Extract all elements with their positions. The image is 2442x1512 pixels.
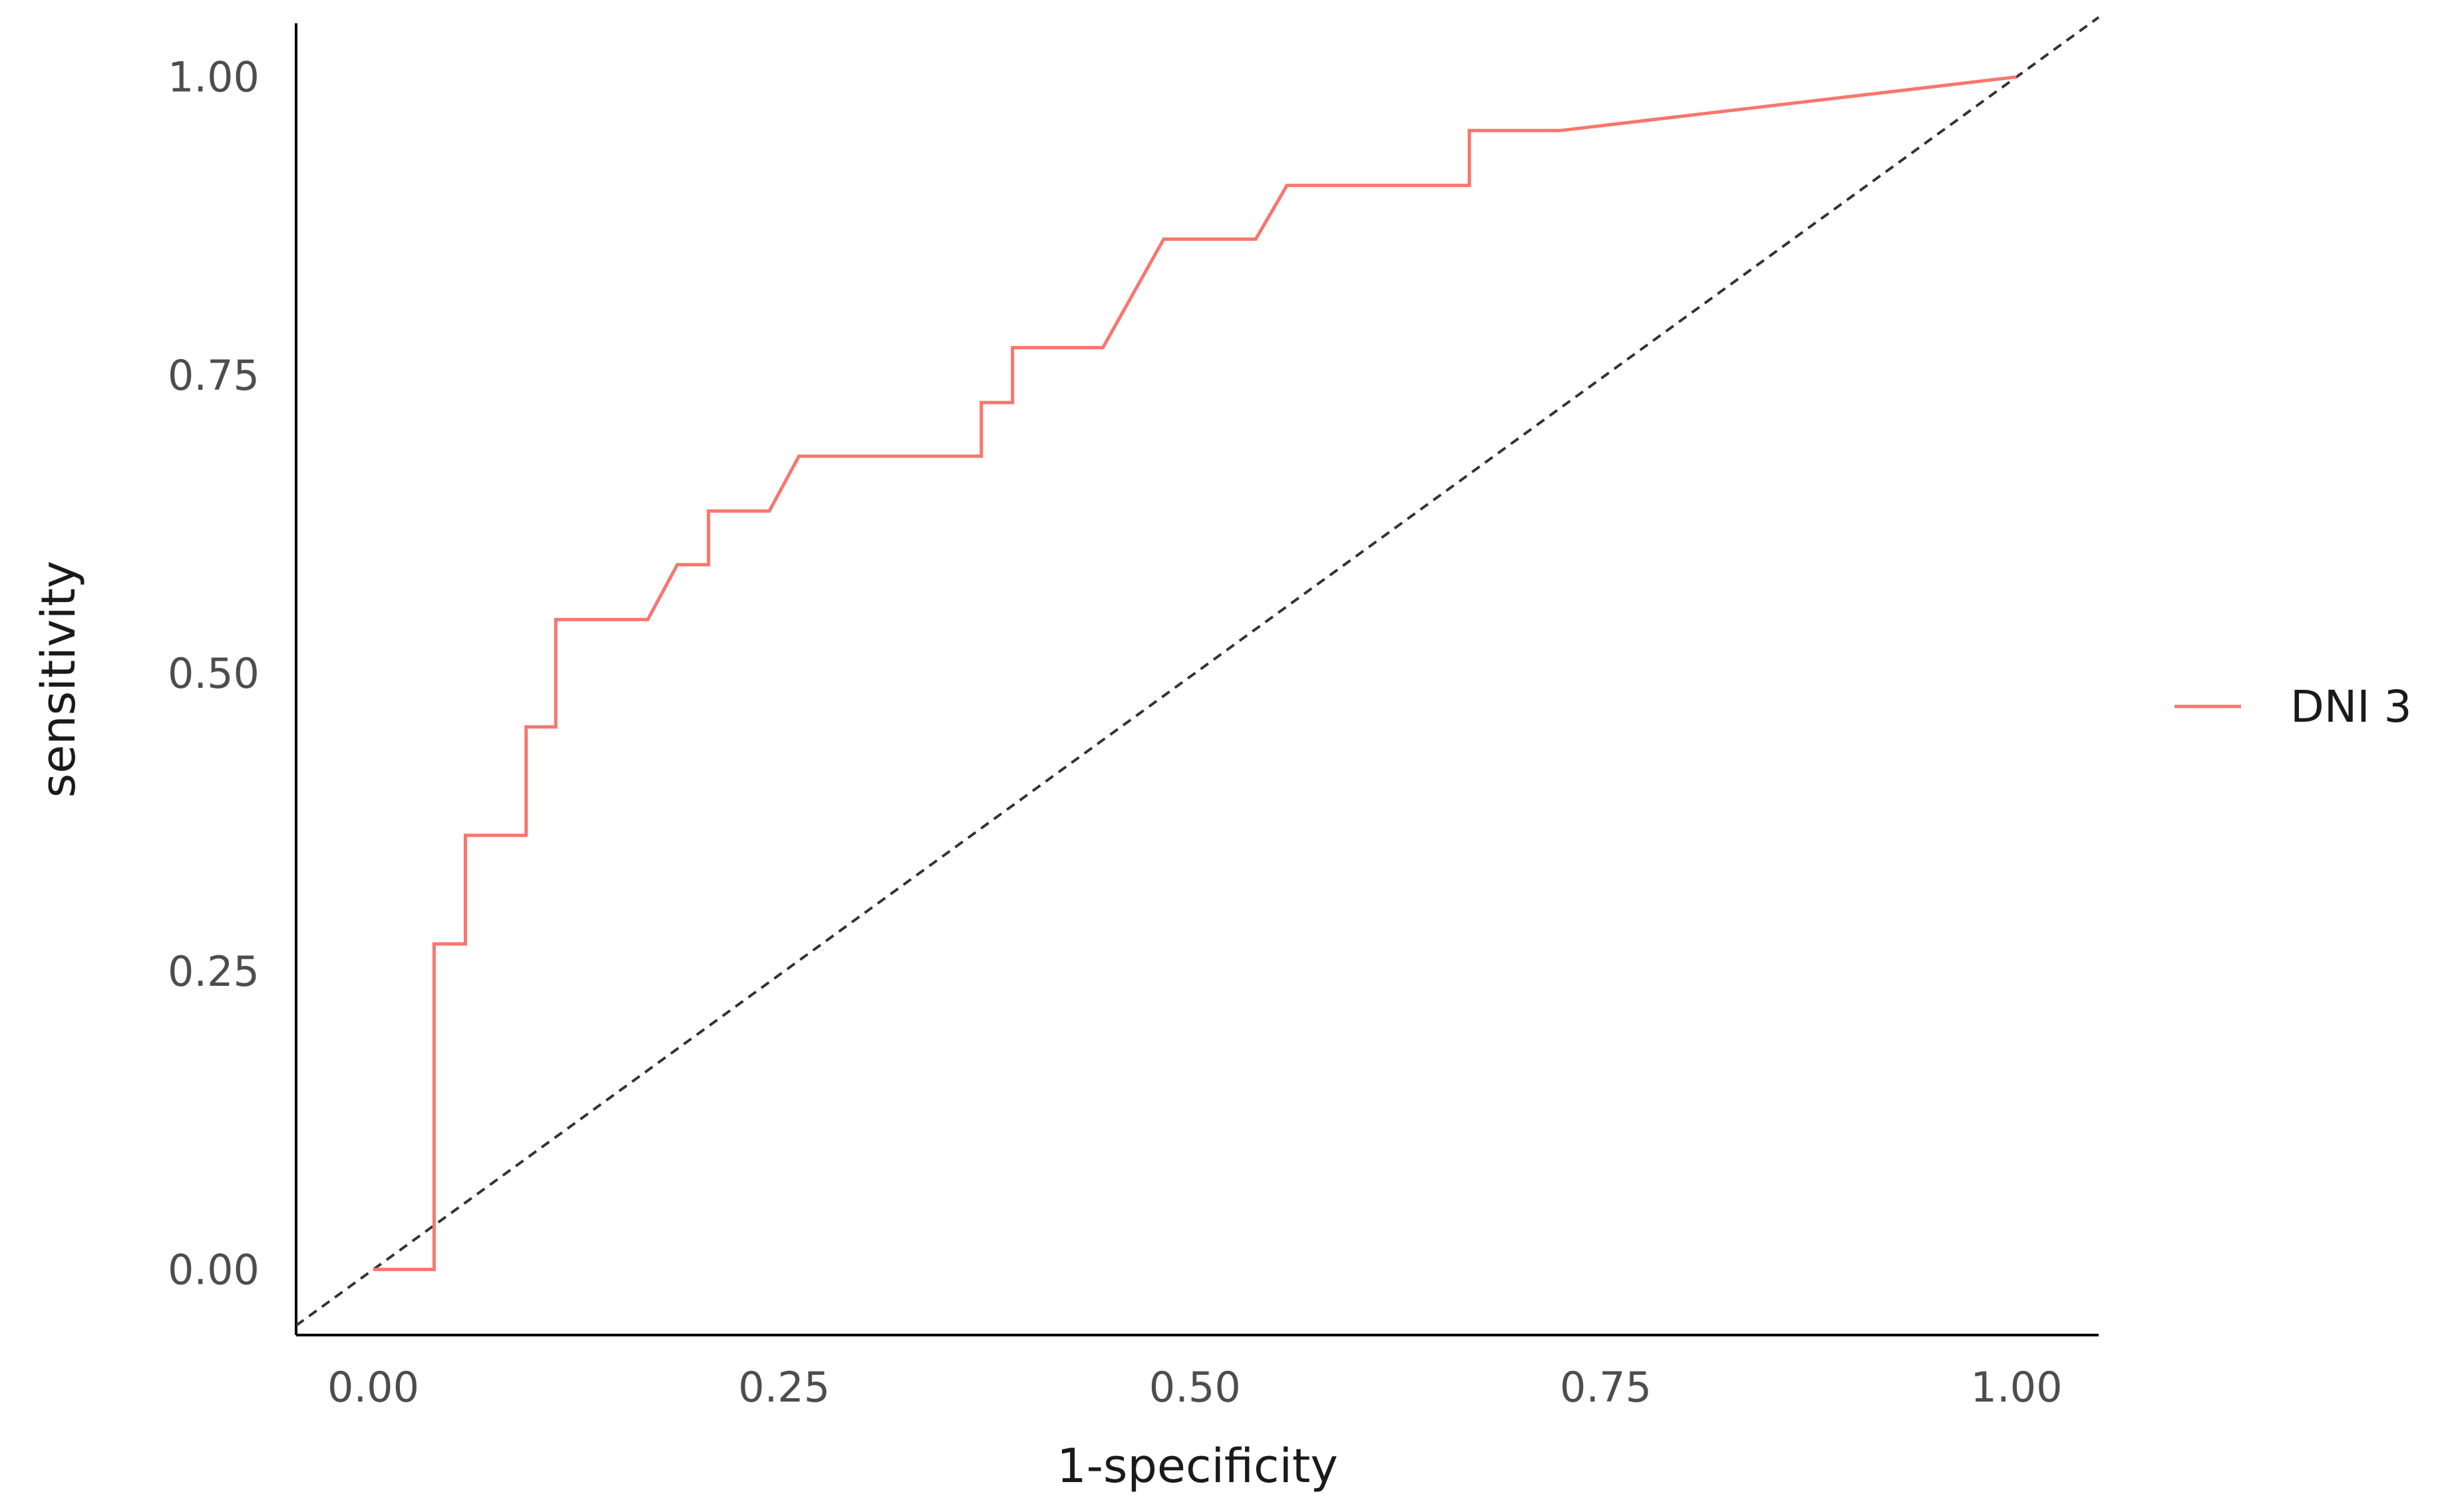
reference-diagonal — [295, 16, 2100, 1327]
x-tick-label: 0.00 — [327, 1363, 419, 1412]
y-tick-label: 0.50 — [168, 649, 260, 698]
x-axis-title: 1-specificity — [1057, 1439, 1338, 1493]
reference-diagonal-line — [295, 16, 2100, 1327]
y-axis-title: sensitivity — [31, 561, 86, 798]
x-tick-label: 1.00 — [1971, 1363, 2063, 1412]
y-tick-label: 1.00 — [168, 53, 260, 102]
tick-labels: 0.00 0.25 0.50 0.75 1.00 0.00 0.25 0.50 0.75 1.00 — [168, 53, 2063, 1412]
y-tick-label: 0.75 — [168, 351, 260, 400]
axes — [295, 23, 2099, 1336]
series-layer — [373, 75, 2017, 1271]
legend-label-dni-3: DNI 3 — [2290, 681, 2412, 732]
y-tick-label: 0.00 — [168, 1245, 260, 1294]
x-tick-label: 0.75 — [1560, 1363, 1652, 1412]
legend: DNI 3 — [2175, 681, 2412, 732]
y-tick-label: 0.25 — [168, 947, 260, 996]
x-tick-label: 0.50 — [1149, 1363, 1241, 1412]
axis-titles: 1-specificity sensitivity — [31, 561, 1338, 1493]
series-line-dni-3 — [373, 75, 2017, 1271]
x-tick-label: 0.25 — [738, 1363, 830, 1412]
